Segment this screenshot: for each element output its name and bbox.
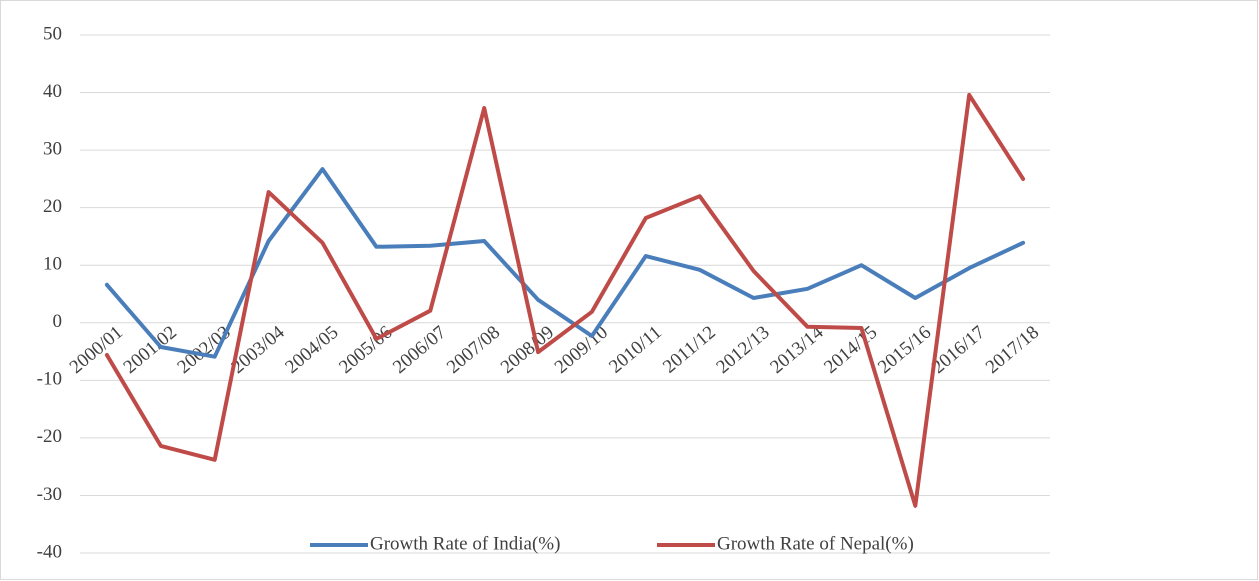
y-tick-label: 40	[43, 81, 62, 102]
y-tick-label: 20	[43, 196, 62, 217]
y-tick-label: -40	[37, 541, 62, 562]
y-tick-label: 50	[43, 23, 62, 44]
legend-label: Growth Rate of Nepal(%)	[717, 533, 914, 554]
line-series	[104, 167, 1026, 359]
y-tick-label: 30	[43, 138, 62, 159]
y-tick-label: -20	[37, 426, 62, 447]
line-series	[104, 92, 1026, 508]
y-tick-label: -30	[37, 484, 62, 505]
legend-label: Growth Rate of India(%)	[370, 533, 560, 554]
y-tick-label: 10	[43, 254, 62, 275]
y-tick-label: 0	[53, 311, 63, 332]
y-tick-label: -10	[37, 369, 62, 390]
